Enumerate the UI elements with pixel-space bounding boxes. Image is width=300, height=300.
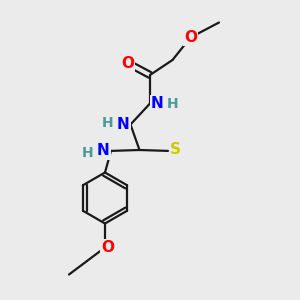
Text: N: N [117, 117, 129, 132]
Text: N: N [151, 96, 164, 111]
Text: H: H [102, 116, 114, 130]
Text: H: H [167, 97, 178, 110]
Text: O: O [121, 56, 134, 70]
Text: O: O [184, 30, 197, 45]
Text: O: O [101, 240, 114, 255]
Text: S: S [170, 142, 181, 157]
Text: H: H [82, 146, 93, 160]
Text: N: N [97, 143, 110, 158]
